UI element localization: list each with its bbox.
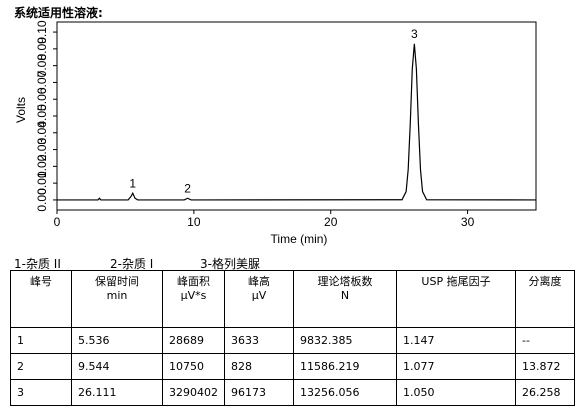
table-cell: 96173 [224, 379, 294, 406]
header-row: 峰号 保留时间 min 峰面积 μV*s 峰高 μV 理论塔板数 N USP 拖尾因子 分离度 [10, 270, 575, 328]
header-cell: 峰号 [10, 270, 72, 328]
header-cell: 峰高 μV [224, 270, 294, 328]
table-cell: 10750 [162, 353, 225, 380]
header-cell: 理论塔板数 N [293, 270, 397, 328]
y-tick-label: 0.01 [35, 171, 49, 195]
table-cell: -- [515, 327, 575, 354]
header-cell: 分离度 [515, 270, 575, 328]
y-axis-label: Volts [14, 97, 28, 123]
header-text: 分离度 [528, 275, 562, 288]
header-text: N [340, 289, 350, 302]
y-tick-label: 0.00 [35, 188, 49, 212]
heading: 系统适用性溶液: [14, 6, 103, 20]
legend-item: 2-杂质 I [110, 257, 154, 271]
table-cell: 3290402 [162, 379, 225, 406]
table-cell: 28689 [162, 327, 225, 354]
table-cell: 9832.385 [293, 327, 397, 354]
y-tick-label: 0.08 [35, 54, 49, 78]
header-text: 峰高 [248, 275, 270, 288]
results-table: 峰号 保留时间 min 峰面积 μV*s 峰高 μV 理论塔板数 N USP 拖尾因子 分离度 1 5.… [10, 270, 575, 406]
y-tick-label: 0.02 [35, 154, 49, 178]
table-cell: 11586.219 [293, 353, 397, 380]
peak-label: 1 [129, 176, 136, 190]
table-cell: 9.544 [71, 353, 163, 380]
header-text: μV [251, 289, 267, 302]
table-cell: 1.147 [396, 327, 516, 354]
table-cell: 828 [224, 353, 294, 380]
table-cell: 3633 [224, 327, 294, 354]
header-text: 理论塔板数 [317, 275, 373, 288]
x-tick-label: 20 [324, 215, 338, 229]
table-row: 3 26.111 3290402 96173 13256.056 1.050 26.258 [10, 379, 575, 406]
legend-item: 1-杂质 II [14, 257, 61, 271]
table-cell: 1 [10, 327, 72, 354]
legend-item: 3-格列美脲 [200, 257, 260, 271]
y-tick-label: 0.10 [35, 20, 49, 44]
trace [57, 43, 537, 201]
x-axis-label: Time (min) [271, 232, 328, 246]
y-tick-label: 0.09 [35, 37, 49, 61]
table-cell: 2 [10, 353, 72, 380]
table-cell: 26.258 [515, 379, 575, 406]
table-cell: 5.536 [71, 327, 163, 354]
peak-label: 3 [411, 27, 418, 41]
table-cell: 3 [10, 379, 72, 406]
header-text: min [106, 289, 128, 302]
y-tick-label: 0.07 [35, 70, 49, 94]
x-tick-label: 0 [54, 215, 61, 229]
header-cell: 峰面积 μV*s [162, 270, 225, 328]
table-row: 2 9.544 10750 828 11586.219 1.077 13.872 [10, 353, 575, 380]
table-cell: 13256.056 [293, 379, 397, 406]
y-tick-label: 0.06 [35, 87, 49, 111]
header-cell: USP 拖尾因子 [396, 270, 516, 328]
header-cell: 保留时间 min [71, 270, 163, 328]
header-text: 峰面积 [177, 275, 210, 288]
x-tick-label: 10 [187, 215, 201, 229]
table-cell: 1.077 [396, 353, 516, 380]
chart: Volts Time (min) 0.000.010.020.030.040.0… [14, 20, 537, 246]
header-text: μV*s [180, 289, 207, 302]
peak-label: 2 [184, 181, 191, 195]
table-row: 1 5.536 28689 3633 9832.385 1.147 -- [10, 327, 575, 354]
table-cell: 26.111 [71, 379, 163, 406]
table-cell: 13.872 [515, 353, 575, 380]
x-tick-label: 30 [461, 215, 475, 229]
header-text: 保留时间 [95, 275, 139, 288]
y-tick-label: 0.05 [35, 104, 49, 128]
y-tick-label: 0.04 [35, 121, 49, 145]
header-text: USP 拖尾因子 [421, 275, 491, 288]
table-cell: 1.050 [396, 379, 516, 406]
header-text: 峰号 [30, 275, 52, 288]
y-tick-label: 0.03 [35, 138, 49, 162]
